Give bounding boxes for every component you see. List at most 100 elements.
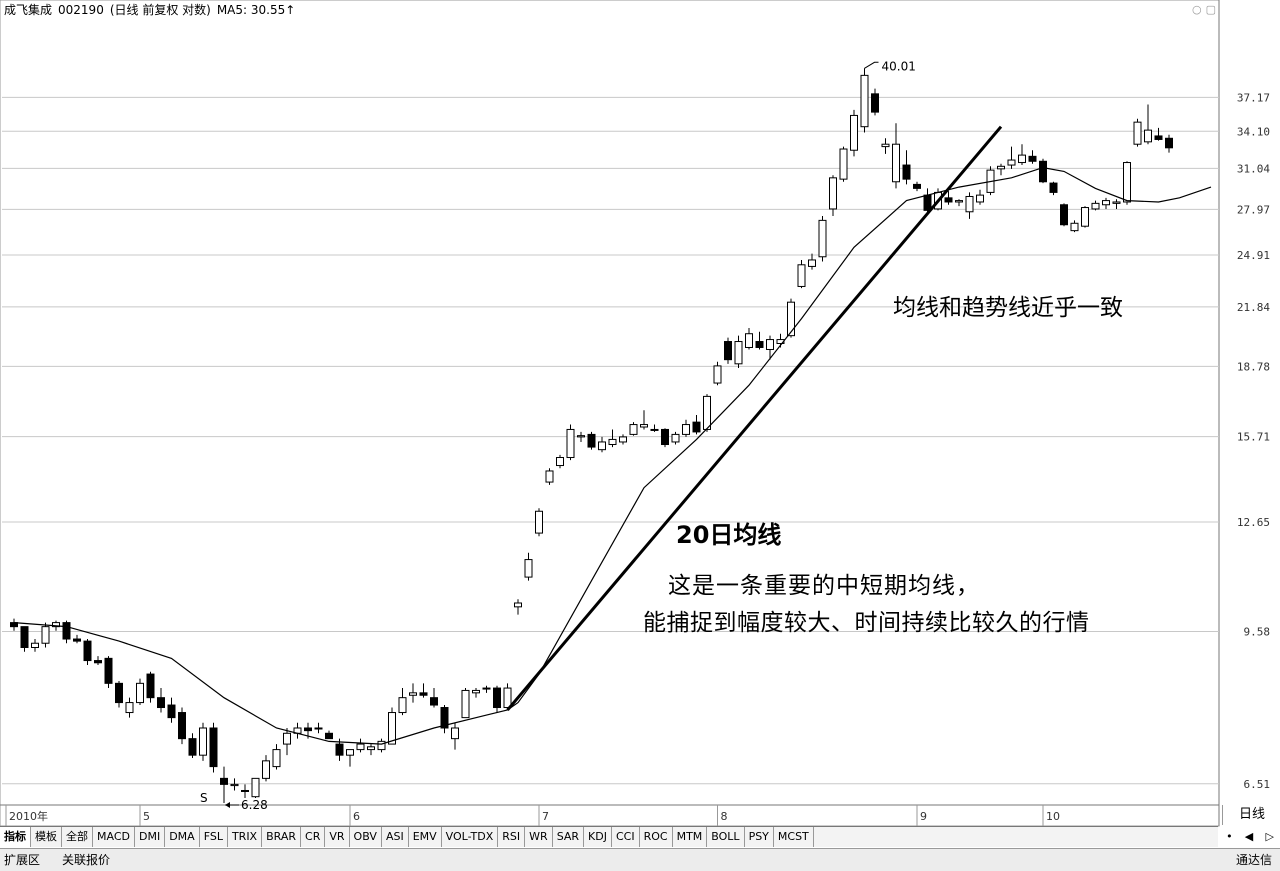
- stock-name: 成飞集成: [4, 3, 53, 17]
- tab-brar[interactable]: BRAR: [262, 827, 302, 847]
- candle: [83, 639, 92, 666]
- tab-dmi[interactable]: DMI: [135, 827, 166, 847]
- tab-dma[interactable]: DMA: [165, 827, 200, 847]
- y-tick-label: 34.10: [1237, 125, 1270, 138]
- candle-body: [902, 164, 911, 180]
- candle-body: [850, 114, 858, 151]
- y-tick-label: 24.91: [1237, 249, 1270, 262]
- tab-emv[interactable]: EMV: [409, 827, 442, 847]
- candle: [923, 188, 932, 212]
- tab-mtm[interactable]: MTM: [673, 827, 708, 847]
- candle-body: [965, 195, 974, 213]
- period-label[interactable]: 日线: [1222, 805, 1280, 825]
- tab-rsi[interactable]: RSI: [498, 827, 526, 847]
- candle: [262, 755, 270, 782]
- candle-body: [787, 301, 795, 337]
- tab-cci[interactable]: CCI: [612, 827, 640, 847]
- tab-sar[interactable]: SAR: [553, 827, 585, 847]
- tab-obv[interactable]: OBV: [350, 827, 382, 847]
- candle: [503, 683, 512, 711]
- next-icon[interactable]: ▷: [1265, 830, 1274, 843]
- tab-asi[interactable]: ASI: [382, 827, 409, 847]
- candle-body: [356, 743, 365, 751]
- y-tick-label: 18.78: [1237, 360, 1270, 373]
- candle-body: [640, 424, 648, 428]
- candle-body: [419, 692, 428, 696]
- candle-body: [860, 74, 869, 128]
- tab-模板[interactable]: 模板: [31, 827, 62, 847]
- candle-body: [619, 436, 627, 443]
- candle: [703, 394, 711, 432]
- tab-roc[interactable]: ROC: [640, 827, 673, 847]
- candle: [346, 749, 354, 767]
- tab-boll[interactable]: BOLL: [707, 827, 745, 847]
- annotation-ma-title: 20日均线: [676, 521, 782, 549]
- candle-body: [220, 777, 228, 785]
- candle-body: [73, 638, 81, 642]
- candle: [272, 744, 281, 770]
- prev-icon[interactable]: ◀: [1244, 830, 1254, 843]
- candle-body: [451, 727, 459, 740]
- dot-control[interactable]: •: [1226, 830, 1233, 843]
- candle: [367, 744, 375, 756]
- candle-body: [199, 727, 207, 756]
- candle: [209, 722, 218, 773]
- tab-trix[interactable]: TRIX: [228, 827, 263, 847]
- candle: [388, 707, 396, 745]
- candle: [493, 685, 501, 713]
- expand-area-button[interactable]: 扩展区: [4, 853, 41, 867]
- tab-psy[interactable]: PSY: [745, 827, 774, 847]
- candle-body: [524, 559, 533, 578]
- candle-body: [692, 421, 701, 433]
- candle: [881, 138, 890, 154]
- candle: [860, 68, 869, 133]
- candle-body: [1154, 135, 1163, 140]
- tab-全部[interactable]: 全部: [62, 827, 93, 847]
- candle: [965, 192, 974, 219]
- tab-cr[interactable]: CR: [301, 827, 326, 847]
- x-tick-label: 9: [920, 810, 927, 823]
- candle: [545, 468, 554, 485]
- square-icon[interactable]: ▢: [1205, 3, 1216, 16]
- candle: [524, 552, 533, 581]
- candle-body: [346, 749, 354, 756]
- candle: [797, 259, 806, 289]
- corner-icons[interactable]: ○ ▢: [1188, 3, 1216, 16]
- candle-body: [461, 689, 470, 719]
- chart-header: 成飞集成 002190 (日线 前复权 对数) MA5: 30.55↑: [0, 0, 301, 20]
- candle: [1028, 150, 1037, 164]
- candle-body: [115, 682, 123, 704]
- candle: [1154, 127, 1163, 141]
- candle: [10, 618, 18, 631]
- tab-macd[interactable]: MACD: [93, 827, 135, 847]
- tab-vol-tdx[interactable]: VOL-TDX: [442, 827, 499, 847]
- candle: [125, 697, 134, 718]
- candle-body: [577, 435, 585, 438]
- candle: [62, 620, 71, 644]
- candle-body: [440, 707, 449, 729]
- candle-body: [1039, 160, 1047, 183]
- candle: [178, 707, 186, 745]
- candle: [682, 419, 690, 437]
- tab-指标[interactable]: 指标: [0, 827, 31, 847]
- candle-body: [251, 777, 260, 798]
- candle: [20, 626, 29, 652]
- tab-wr[interactable]: WR: [525, 827, 553, 847]
- candle-body: [797, 264, 806, 287]
- candle-body: [881, 143, 890, 148]
- candle: [818, 216, 827, 262]
- candle-body: [167, 704, 176, 719]
- candle: [566, 424, 575, 461]
- y-tick-label: 21.84: [1237, 301, 1270, 314]
- tab-mcst[interactable]: MCST: [774, 827, 814, 847]
- candle: [241, 784, 249, 798]
- related-quotes-button[interactable]: 关联报价: [62, 853, 111, 867]
- circle-icon[interactable]: ○: [1191, 3, 1202, 16]
- tab-vr[interactable]: VR: [325, 827, 350, 847]
- candle-body: [157, 697, 165, 709]
- candle-body: [1144, 129, 1152, 143]
- tab-kdj[interactable]: KDJ: [584, 827, 612, 847]
- tab-fsl[interactable]: FSL: [200, 827, 228, 847]
- candle-body: [629, 424, 638, 435]
